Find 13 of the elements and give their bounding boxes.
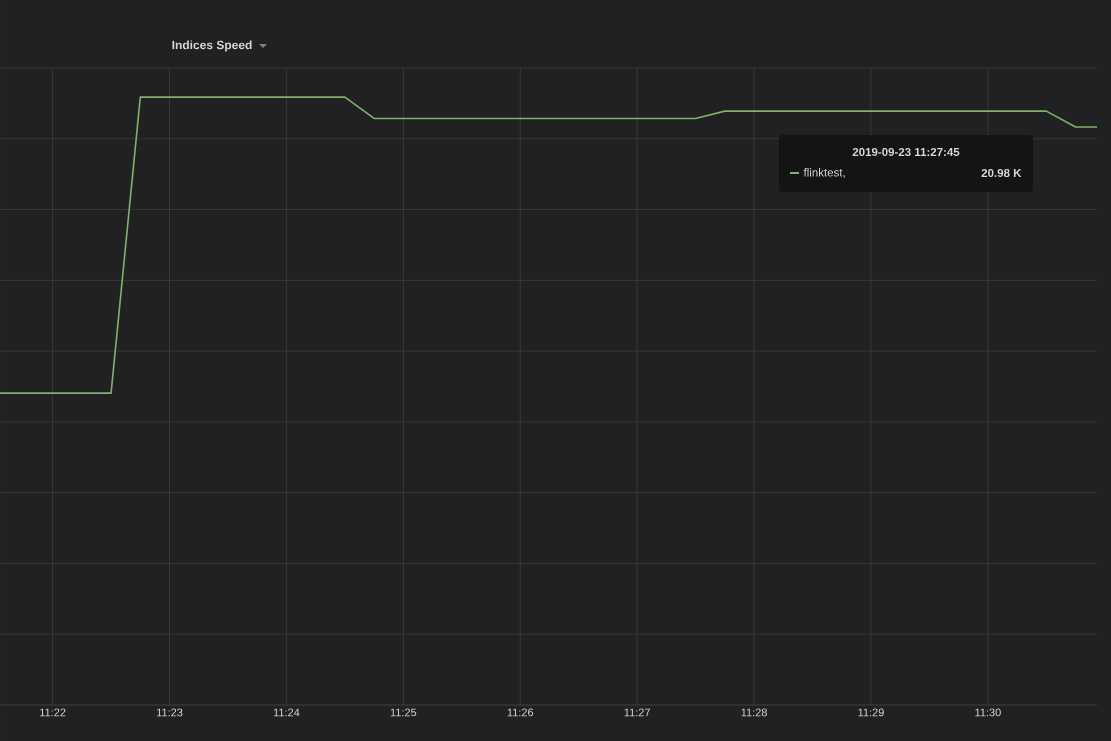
x-tick-label: 11:29 — [858, 708, 884, 717]
annotation: flinktest, — [803, 168, 845, 178]
x-tick-label: 11:27 — [624, 708, 650, 717]
x-tick-label: 11:24 — [273, 708, 300, 717]
annotation: 2019-09-23 11:27:45 — [852, 147, 960, 157]
annotation: 20.98 K — [981, 168, 1022, 178]
x-tick-label: 11:22 — [40, 708, 66, 717]
x-tick-label: 11:25 — [390, 708, 417, 717]
x-tick-label: 11:23 — [157, 708, 183, 717]
chart-title: Indices Speed — [172, 40, 252, 52]
x-tick-label: 11:26 — [507, 708, 534, 717]
x-tick-label: 11:30 — [975, 708, 1001, 717]
x-tick-label: 11:28 — [741, 708, 767, 717]
